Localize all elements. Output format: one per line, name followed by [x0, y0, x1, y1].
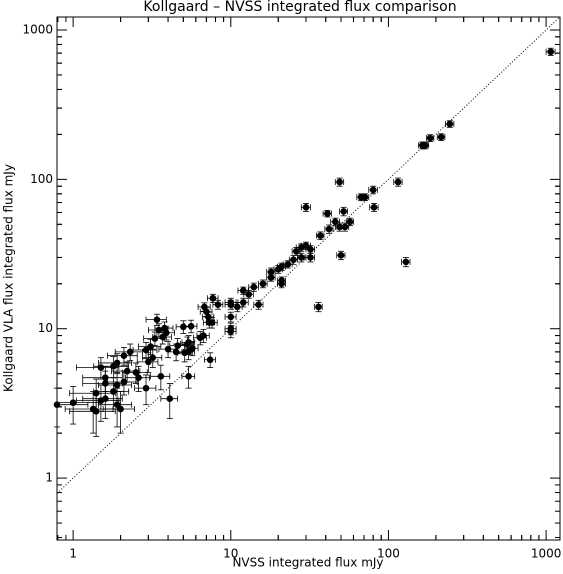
data-point: [317, 232, 324, 239]
data-point: [153, 316, 161, 323]
data-point: [164, 345, 172, 353]
x-tick-label: 100: [377, 547, 400, 561]
data-point: [307, 246, 314, 253]
x-tick-label: 10: [223, 547, 238, 561]
data-point: [259, 280, 267, 288]
data-point: [97, 397, 105, 404]
data-point: [174, 342, 181, 349]
data-point: [437, 133, 445, 141]
data-point: [307, 254, 314, 261]
data-point: [290, 256, 297, 263]
data-point: [92, 389, 100, 397]
y-axis-label: Kollgaard VLA flux integrated flux mJy: [2, 164, 16, 392]
data-point: [142, 346, 150, 354]
data-point: [117, 405, 124, 413]
data-point: [278, 277, 285, 284]
data-point: [274, 265, 282, 273]
y-tick-label: 10: [38, 321, 53, 335]
data-point: [446, 120, 454, 128]
data-point: [110, 388, 117, 395]
data-point: [110, 363, 117, 370]
data-point: [147, 343, 154, 350]
data-point: [120, 378, 128, 386]
data-point: [166, 395, 174, 403]
data-point: [227, 313, 235, 321]
data-point: [69, 399, 77, 406]
data-point: [370, 204, 378, 211]
data-point: [113, 381, 121, 389]
data-point: [315, 303, 322, 311]
data-point: [151, 335, 159, 342]
data-point: [245, 291, 253, 298]
data-point: [209, 294, 217, 302]
data-point: [284, 260, 292, 268]
data-point: [180, 323, 187, 331]
data-point: [267, 268, 275, 276]
data-point: [120, 352, 128, 359]
data-point: [239, 287, 247, 294]
data-point: [205, 313, 212, 321]
data-point: [324, 210, 331, 217]
y-tick-label: 100: [30, 172, 53, 186]
data-point: [149, 354, 157, 361]
data-point: [369, 186, 377, 194]
data-point: [187, 322, 195, 330]
data-point: [181, 349, 188, 357]
data-point: [336, 178, 343, 186]
data-point: [547, 48, 555, 56]
data-point: [239, 299, 247, 306]
data-point: [53, 401, 61, 408]
data-point: [123, 367, 131, 375]
data-point: [394, 178, 402, 186]
data-point: [297, 254, 305, 261]
data-point: [402, 258, 410, 266]
data-point: [97, 364, 105, 371]
data-point: [292, 247, 300, 255]
data-point: [196, 334, 204, 342]
data-point: [250, 283, 258, 291]
data-point: [337, 252, 345, 259]
data-point: [227, 301, 235, 308]
data-point: [135, 374, 142, 382]
chart-title: Kollgaard – NVSS integrated flux compari…: [143, 0, 456, 15]
data-point: [302, 204, 310, 211]
data-point: [145, 358, 152, 366]
data-point: [206, 356, 214, 364]
data-point: [227, 328, 235, 335]
data-point: [255, 301, 262, 308]
data-point: [357, 193, 365, 201]
data-point: [325, 225, 333, 233]
y-tick-label: 1000: [22, 23, 53, 37]
data-point: [157, 373, 165, 380]
data-point: [142, 384, 150, 392]
data-point: [341, 223, 349, 231]
data-point: [346, 218, 354, 226]
x-tick-label: 1: [69, 547, 77, 561]
x-tick-label: 1000: [531, 547, 562, 561]
data-point: [426, 134, 434, 142]
data-point: [214, 301, 222, 308]
data-point: [126, 348, 134, 356]
x-axis-label: NVSS integrated flux mJy: [232, 556, 383, 570]
data-point: [297, 244, 305, 251]
data-point: [267, 274, 275, 281]
y-tick-label: 1: [45, 471, 53, 485]
data-point: [419, 142, 426, 149]
data-point: [208, 319, 216, 326]
plot-frame: [56, 16, 561, 541]
data-point: [185, 373, 192, 380]
data-point: [340, 208, 347, 215]
